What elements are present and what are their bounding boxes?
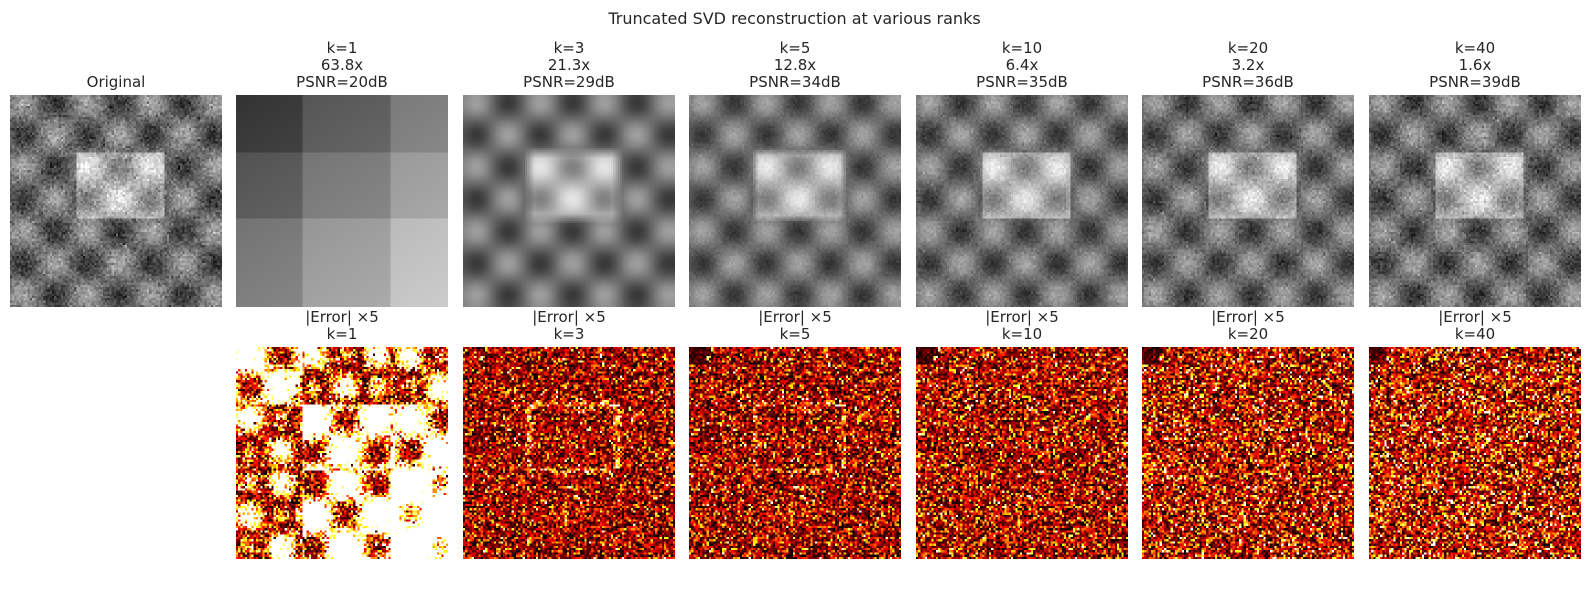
panel-title-error-5: |Error| ×5 k=20 xyxy=(1211,308,1285,343)
panel-error-1-image xyxy=(236,347,448,559)
panel-error-4 xyxy=(916,347,1128,559)
panel-original xyxy=(10,95,222,307)
panel-reconstruction-2-image xyxy=(463,95,675,307)
panel-reconstruction-6-image xyxy=(1369,95,1581,307)
panel-error-3 xyxy=(689,347,901,559)
panel-title-reconstruction-6: k=40 1.6x PSNR=39dB xyxy=(1429,39,1521,91)
panel-reconstruction-1-image xyxy=(236,95,448,307)
panel-title-error-2: |Error| ×5 k=3 xyxy=(532,308,606,343)
panel-error-5-image xyxy=(1142,347,1354,559)
panel-error-6-image xyxy=(1369,347,1581,559)
panel-title-reconstruction-2: k=3 21.3x PSNR=29dB xyxy=(523,39,615,91)
panel-reconstruction-6 xyxy=(1369,95,1581,307)
panel-title-error-6: |Error| ×5 k=40 xyxy=(1438,308,1512,343)
panel-title-reconstruction-5: k=20 3.2x PSNR=36dB xyxy=(1202,39,1294,91)
panel-title-error-1: |Error| ×5 k=1 xyxy=(305,308,379,343)
figure-title: Truncated SVD reconstruction at various … xyxy=(608,9,981,28)
panel-error-3-image xyxy=(689,347,901,559)
panel-original-image xyxy=(10,95,222,307)
panel-reconstruction-4 xyxy=(916,95,1128,307)
panel-reconstruction-5-image xyxy=(1142,95,1354,307)
panel-error-5 xyxy=(1142,347,1354,559)
panel-title-reconstruction-4: k=10 6.4x PSNR=35dB xyxy=(976,39,1068,91)
panel-reconstruction-4-image xyxy=(916,95,1128,307)
panel-title-error-4: |Error| ×5 k=10 xyxy=(985,308,1059,343)
panel-error-2 xyxy=(463,347,675,559)
panel-title-error-3: |Error| ×5 k=5 xyxy=(758,308,832,343)
panel-title-reconstruction-1: k=1 63.8x PSNR=20dB xyxy=(296,39,388,91)
panel-error-4-image xyxy=(916,347,1128,559)
panel-error-1 xyxy=(236,347,448,559)
panel-title-original: Original xyxy=(86,73,146,91)
panel-error-6 xyxy=(1369,347,1581,559)
panel-reconstruction-3 xyxy=(689,95,901,307)
panel-reconstruction-3-image xyxy=(689,95,901,307)
panel-title-reconstruction-3: k=5 12.8x PSNR=34dB xyxy=(749,39,841,91)
panel-reconstruction-5 xyxy=(1142,95,1354,307)
panel-error-2-image xyxy=(463,347,675,559)
panel-reconstruction-1 xyxy=(236,95,448,307)
panel-reconstruction-2 xyxy=(463,95,675,307)
